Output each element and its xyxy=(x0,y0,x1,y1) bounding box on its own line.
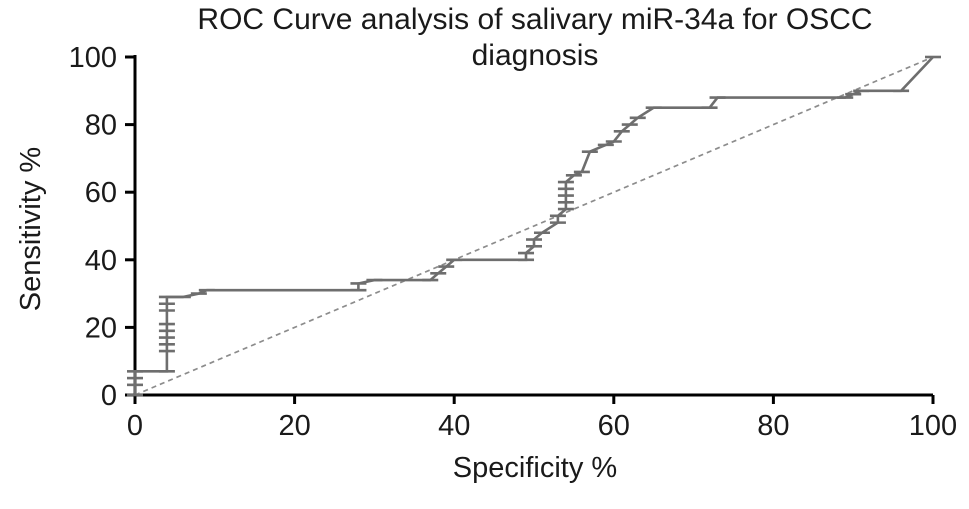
x-tick-label: 80 xyxy=(757,410,789,442)
y-tick-label: 20 xyxy=(85,312,117,344)
x-tick-label: 20 xyxy=(278,410,310,442)
y-tick-labels: 0 20 40 60 80 100 xyxy=(69,42,117,412)
y-tick-label: 80 xyxy=(85,110,117,142)
y-tick-label: 40 xyxy=(85,245,117,277)
y-tick-label: 0 xyxy=(101,380,117,412)
roc-curve xyxy=(127,55,941,397)
x-tick-labels: 0 20 40 60 80 100 xyxy=(127,410,957,442)
y-tick-label: 100 xyxy=(69,42,117,74)
x-tick-label: 60 xyxy=(598,410,630,442)
chart-title: ROC Curve analysis of salivary miR-34a f… xyxy=(197,3,873,72)
y-tick-label: 60 xyxy=(85,177,117,209)
x-tick-label: 100 xyxy=(909,410,957,442)
x-tick-label: 40 xyxy=(438,410,470,442)
axes xyxy=(125,55,935,404)
x-tick-label: 0 xyxy=(127,410,143,442)
reference-line xyxy=(134,56,934,396)
x-axis-label: Specificity % xyxy=(452,452,618,484)
